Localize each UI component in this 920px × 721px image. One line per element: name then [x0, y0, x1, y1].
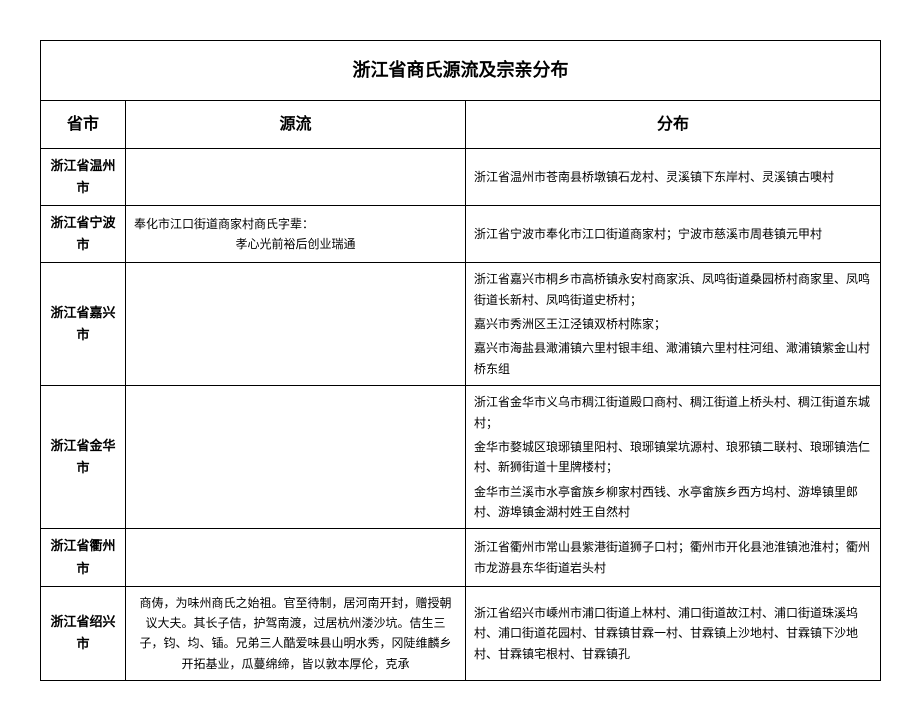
header-city: 省市	[41, 100, 126, 148]
distribution-cell: 浙江省嘉兴市桐乡市高桥镇永安村商家浜、凤鸣街道桑园桥村商家里、凤鸣街道长新村、凤…	[466, 263, 881, 386]
origin-cell	[126, 529, 466, 586]
city-cell: 浙江省嘉兴市	[41, 263, 126, 386]
city-cell: 浙江省温州市	[41, 148, 126, 205]
city-cell: 浙江省绍兴市	[41, 586, 126, 681]
table-row: 浙江省金华市 浙江省金华市义乌市稠江街道殿口商村、稠江街道上桥头村、稠江街道东城…	[41, 386, 881, 529]
origin-cell	[126, 263, 466, 386]
table-row: 浙江省嘉兴市 浙江省嘉兴市桐乡市高桥镇永安村商家浜、凤鸣街道桑园桥村商家里、凤鸣…	[41, 263, 881, 386]
origin-cell	[126, 148, 466, 205]
city-cell: 浙江省金华市	[41, 386, 126, 529]
origin-cell: 奉化市江口街道商家村商氏字辈：孝心光前裕后创业瑞通	[126, 205, 466, 262]
distribution-cell: 浙江省温州市苍南县桥墩镇石龙村、灵溪镇下东岸村、灵溪镇古噢村	[466, 148, 881, 205]
distribution-cell: 浙江省衢州市常山县紫港街道狮子口村；衢州市开化县池淮镇池淮村；衢州市龙游县东华街…	[466, 529, 881, 586]
table-container: 浙江省商氏源流及宗亲分布省市源流分布浙江省温州市 浙江省温州市苍南县桥墩镇石龙村…	[40, 40, 880, 681]
header-distribution: 分布	[466, 100, 881, 148]
origin-cell: 商俦，为味州商氏之始祖。官至待制，居河南开封，赠授朝议大夫。其长子佶，护驾南渡，…	[126, 586, 466, 681]
origin-cell	[126, 386, 466, 529]
distribution-cell: 浙江省金华市义乌市稠江街道殿口商村、稠江街道上桥头村、稠江街道东城村；金华市婺城…	[466, 386, 881, 529]
distribution-cell: 浙江省绍兴市嵊州市浦口街道上林村、浦口街道故江村、浦口街道珠溪坞村、浦口街道花园…	[466, 586, 881, 681]
header-origin: 源流	[126, 100, 466, 148]
city-cell: 浙江省宁波市	[41, 205, 126, 262]
table-row: 浙江省宁波市奉化市江口街道商家村商氏字辈：孝心光前裕后创业瑞通浙江省宁波市奉化市…	[41, 205, 881, 262]
table-row: 浙江省温州市 浙江省温州市苍南县桥墩镇石龙村、灵溪镇下东岸村、灵溪镇古噢村	[41, 148, 881, 205]
table-row: 浙江省衢州市 浙江省衢州市常山县紫港街道狮子口村；衢州市开化县池淮镇池淮村；衢州…	[41, 529, 881, 586]
clan-table: 浙江省商氏源流及宗亲分布省市源流分布浙江省温州市 浙江省温州市苍南县桥墩镇石龙村…	[40, 40, 881, 681]
table-title: 浙江省商氏源流及宗亲分布	[41, 41, 881, 101]
city-cell: 浙江省衢州市	[41, 529, 126, 586]
distribution-cell: 浙江省宁波市奉化市江口街道商家村；宁波市慈溪市周巷镇元甲村	[466, 205, 881, 262]
table-row: 浙江省绍兴市商俦，为味州商氏之始祖。官至待制，居河南开封，赠授朝议大夫。其长子佶…	[41, 586, 881, 681]
